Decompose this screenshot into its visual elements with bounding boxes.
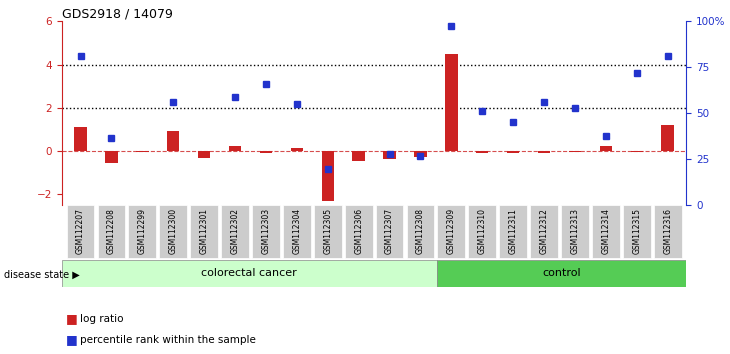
FancyBboxPatch shape bbox=[437, 260, 686, 287]
FancyBboxPatch shape bbox=[128, 205, 156, 258]
Bar bbox=[599, 146, 612, 151]
Text: GDS2918 / 14079: GDS2918 / 14079 bbox=[62, 7, 173, 20]
FancyBboxPatch shape bbox=[314, 205, 342, 258]
FancyBboxPatch shape bbox=[221, 205, 249, 258]
Bar bbox=[353, 151, 365, 161]
Text: GSM112207: GSM112207 bbox=[76, 208, 85, 254]
FancyBboxPatch shape bbox=[159, 205, 187, 258]
Text: GSM112313: GSM112313 bbox=[570, 208, 580, 254]
Text: disease state ▶: disease state ▶ bbox=[4, 269, 80, 279]
FancyBboxPatch shape bbox=[407, 205, 434, 258]
FancyBboxPatch shape bbox=[469, 205, 496, 258]
Bar bbox=[105, 151, 118, 163]
Text: GSM112312: GSM112312 bbox=[539, 208, 548, 254]
FancyBboxPatch shape bbox=[283, 205, 311, 258]
Bar bbox=[137, 151, 149, 152]
Bar bbox=[661, 125, 674, 151]
FancyBboxPatch shape bbox=[437, 205, 465, 258]
Text: log ratio: log ratio bbox=[80, 314, 124, 324]
Bar bbox=[229, 146, 241, 151]
Text: GSM112305: GSM112305 bbox=[323, 208, 332, 254]
Bar bbox=[291, 148, 303, 151]
FancyBboxPatch shape bbox=[561, 205, 589, 258]
Text: GSM112309: GSM112309 bbox=[447, 208, 456, 254]
Text: GSM112310: GSM112310 bbox=[477, 208, 487, 254]
Bar bbox=[167, 131, 180, 151]
Text: GSM112208: GSM112208 bbox=[107, 208, 116, 254]
Bar bbox=[383, 151, 396, 159]
FancyBboxPatch shape bbox=[345, 205, 372, 258]
Text: GSM112301: GSM112301 bbox=[200, 208, 209, 254]
Bar bbox=[631, 151, 643, 152]
Bar bbox=[445, 54, 458, 151]
Text: GSM112314: GSM112314 bbox=[602, 208, 610, 254]
Bar bbox=[74, 127, 87, 151]
Bar bbox=[507, 151, 519, 153]
Text: colorectal cancer: colorectal cancer bbox=[201, 268, 297, 279]
Text: GSM112306: GSM112306 bbox=[354, 208, 364, 254]
FancyBboxPatch shape bbox=[98, 205, 126, 258]
Text: GSM112315: GSM112315 bbox=[632, 208, 641, 254]
Text: ■: ■ bbox=[66, 312, 77, 325]
Text: ■: ■ bbox=[66, 333, 77, 346]
Text: GSM112303: GSM112303 bbox=[261, 208, 271, 254]
Text: percentile rank within the sample: percentile rank within the sample bbox=[80, 335, 256, 345]
FancyBboxPatch shape bbox=[66, 205, 94, 258]
Bar bbox=[415, 151, 426, 156]
Bar bbox=[322, 151, 334, 201]
Text: control: control bbox=[542, 268, 580, 279]
FancyBboxPatch shape bbox=[592, 205, 620, 258]
Bar bbox=[538, 151, 550, 153]
Text: GSM112307: GSM112307 bbox=[385, 208, 394, 254]
FancyBboxPatch shape bbox=[530, 205, 558, 258]
Text: GSM112308: GSM112308 bbox=[416, 208, 425, 254]
FancyBboxPatch shape bbox=[623, 205, 650, 258]
Bar bbox=[260, 151, 272, 153]
Text: GSM112311: GSM112311 bbox=[509, 208, 518, 254]
Text: GSM112304: GSM112304 bbox=[293, 208, 301, 254]
Text: GSM112299: GSM112299 bbox=[138, 208, 147, 254]
Bar bbox=[198, 151, 210, 158]
Bar bbox=[569, 151, 581, 152]
FancyBboxPatch shape bbox=[252, 205, 280, 258]
FancyBboxPatch shape bbox=[376, 205, 404, 258]
Text: GSM112300: GSM112300 bbox=[169, 208, 178, 254]
Text: GSM112302: GSM112302 bbox=[231, 208, 239, 254]
Bar bbox=[476, 151, 488, 153]
FancyBboxPatch shape bbox=[654, 205, 682, 258]
Text: GSM112316: GSM112316 bbox=[663, 208, 672, 254]
FancyBboxPatch shape bbox=[62, 260, 437, 287]
FancyBboxPatch shape bbox=[499, 205, 527, 258]
FancyBboxPatch shape bbox=[191, 205, 218, 258]
